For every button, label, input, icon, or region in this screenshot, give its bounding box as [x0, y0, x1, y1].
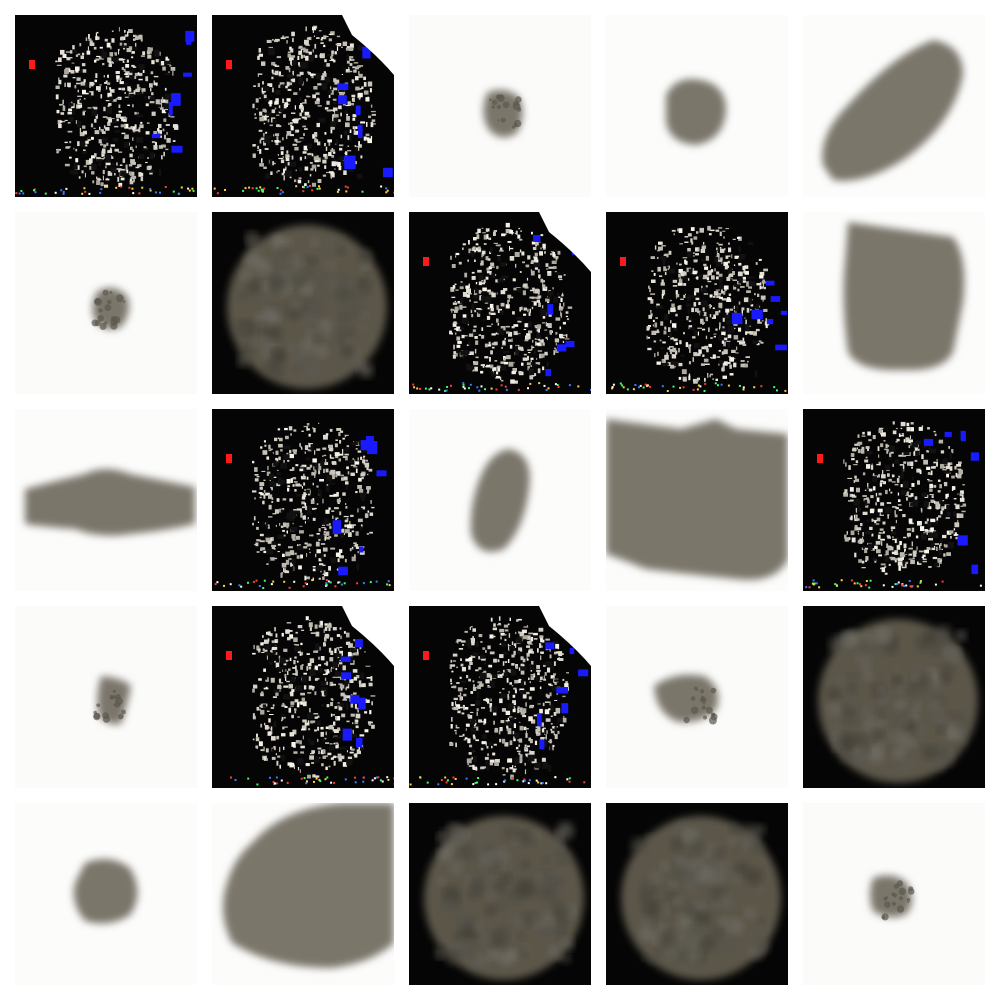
tile-image: [409, 409, 591, 591]
grid-tile-4-2: [212, 606, 394, 788]
tile-image: [803, 803, 985, 985]
tile-image: [212, 15, 394, 197]
tile-image: [606, 606, 788, 788]
grid-tile-2-1: [15, 212, 197, 394]
tile-image: [606, 803, 788, 985]
tile-image: [15, 409, 197, 591]
tile-image: [212, 212, 394, 394]
grid-tile-5-2: [212, 803, 394, 985]
grid-tile-5-3: [409, 803, 591, 985]
grid-tile-2-5: [803, 212, 985, 394]
grid-tile-3-3: [409, 409, 591, 591]
tile-image: [212, 409, 394, 591]
grid-tile-2-2: [212, 212, 394, 394]
tile-image: [606, 409, 788, 591]
grid-tile-4-3: [409, 606, 591, 788]
tile-image: [409, 606, 591, 788]
grid-tile-1-2: [212, 15, 394, 197]
tile-image: [212, 803, 394, 985]
tile-image: [803, 212, 985, 394]
tile-image: [15, 212, 197, 394]
tile-image: [803, 606, 985, 788]
grid-tile-4-4: [606, 606, 788, 788]
grid-tile-3-4: [606, 409, 788, 591]
grid-tile-1-4: [606, 15, 788, 197]
grid-tile-4-1: [15, 606, 197, 788]
grid-tile-5-4: [606, 803, 788, 985]
tile-image: [15, 803, 197, 985]
tile-image: [606, 15, 788, 197]
grid-tile-3-5: [803, 409, 985, 591]
tile-image: [409, 803, 591, 985]
tile-image: [15, 15, 197, 197]
tile-image: [409, 212, 591, 394]
tile-image: [409, 15, 591, 197]
grid-tile-1-1: [15, 15, 197, 197]
tile-image: [803, 15, 985, 197]
grid-tile-5-5: [803, 803, 985, 985]
tile-image: [803, 409, 985, 591]
grid-tile-3-1: [15, 409, 197, 591]
grid-tile-1-3: [409, 15, 591, 197]
grid-tile-4-5: [803, 606, 985, 788]
grid-tile-1-5: [803, 15, 985, 197]
tile-image: [606, 212, 788, 394]
grid-tile-3-2: [212, 409, 394, 591]
grid-tile-5-1: [15, 803, 197, 985]
tile-image: [212, 606, 394, 788]
tile-image: [15, 606, 197, 788]
grid-tile-2-3: [409, 212, 591, 394]
grid-tile-2-4: [606, 212, 788, 394]
